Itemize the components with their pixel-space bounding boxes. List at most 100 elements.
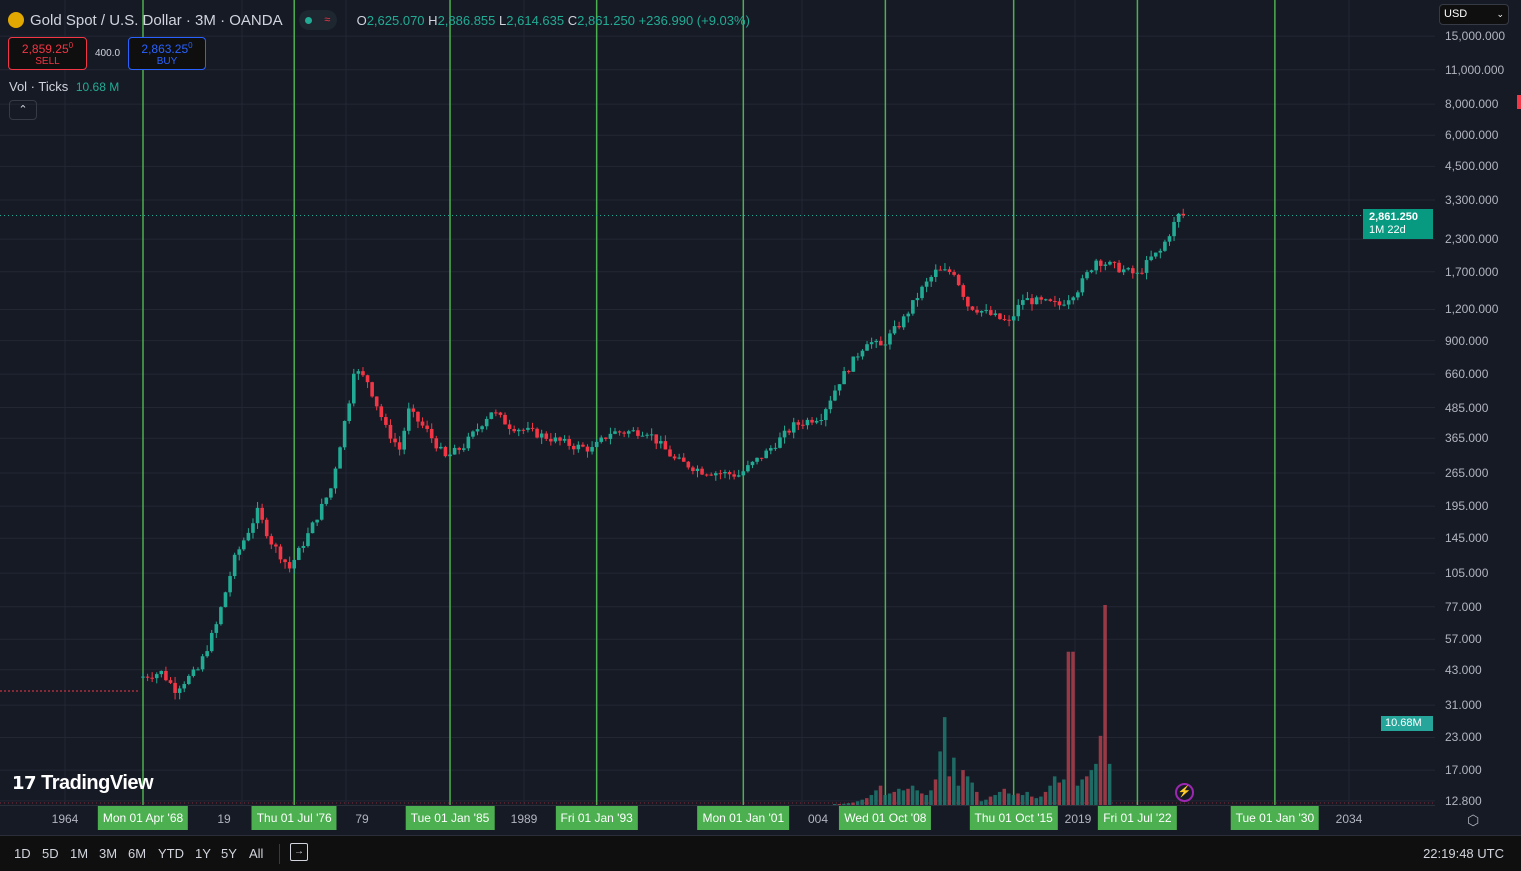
- candle: [228, 576, 232, 593]
- date-marker-label[interactable]: Thu 01 Oct '15: [969, 806, 1058, 830]
- volume-bar: [1039, 796, 1043, 805]
- candle: [1034, 297, 1039, 305]
- candle: [750, 461, 755, 466]
- buy-button[interactable]: 2,863.250 BUY: [128, 37, 206, 70]
- volume-bar: [1052, 776, 1057, 805]
- go-to-date-icon[interactable]: →: [290, 843, 308, 861]
- symbol-title[interactable]: Gold Spot / U.S. Dollar · 3M · OANDA: [30, 11, 283, 29]
- candle: [970, 306, 975, 310]
- volume-bar: [933, 779, 938, 805]
- candle: [1144, 260, 1149, 273]
- candle: [704, 474, 709, 476]
- candle: [714, 473, 718, 476]
- candle: [984, 310, 988, 312]
- range-1d[interactable]: 1D: [14, 846, 31, 861]
- candle: [723, 471, 727, 474]
- time-tick: 19: [217, 812, 231, 826]
- candle: [301, 545, 306, 548]
- candle: [164, 670, 168, 681]
- volume-bar: [901, 790, 906, 805]
- range-3m[interactable]: 3M: [99, 846, 118, 861]
- candle: [351, 373, 356, 404]
- price-tick: 8,000.000: [1445, 97, 1499, 112]
- date-marker-label[interactable]: Fri 01 Jan '93: [555, 806, 638, 830]
- clock[interactable]: 22:19:48 UTC: [1423, 846, 1504, 861]
- volume-bar: [865, 798, 869, 805]
- candle: [1089, 270, 1094, 273]
- volume-bar: [947, 776, 952, 805]
- candle: [640, 435, 645, 437]
- candle: [1048, 299, 1053, 302]
- candle: [384, 417, 388, 425]
- volume-bar: [988, 796, 993, 805]
- range-5y[interactable]: 5Y: [221, 846, 237, 861]
- candle: [649, 434, 654, 436]
- candle: [938, 269, 943, 271]
- candle: [292, 559, 297, 569]
- candle: [177, 688, 182, 693]
- volume-bar: [1075, 785, 1080, 805]
- candle: [232, 554, 237, 577]
- spread-value: 400.0: [95, 48, 121, 59]
- candle: [471, 431, 475, 437]
- volume-bar: [1062, 779, 1066, 805]
- volume-bar: [993, 795, 997, 805]
- range-5d[interactable]: 5D: [42, 846, 59, 861]
- candle: [246, 532, 251, 541]
- price-tick: 3,300.000: [1445, 193, 1499, 207]
- candle: [626, 431, 631, 434]
- range-all[interactable]: All: [249, 846, 264, 861]
- volume-legend[interactable]: Vol · Ticks 10.68 M: [9, 79, 120, 94]
- price-tick: 11,000.000: [1445, 62, 1505, 77]
- candle: [1126, 268, 1131, 270]
- candle: [209, 632, 214, 652]
- candle: [1163, 241, 1167, 251]
- candle: [860, 350, 865, 357]
- price-tick: 900.000: [1445, 333, 1489, 348]
- candle: [810, 419, 814, 423]
- volume-bar: [1080, 779, 1084, 805]
- market-status[interactable]: ≈: [298, 10, 337, 30]
- candle: [599, 437, 604, 442]
- price-axis[interactable]: 15,000.000 11,000.000 8,000.000 6,000.000 4,…: [1435, 0, 1521, 835]
- candle: [251, 523, 255, 533]
- date-marker-label[interactable]: Thu 01 Jul '76: [251, 806, 337, 830]
- chart-canvas[interactable]: [0, 0, 1435, 805]
- candle: [260, 507, 264, 520]
- collapse-legend-button[interactable]: ⌃: [9, 100, 37, 120]
- time-tick: 79: [355, 812, 369, 826]
- sell-button[interactable]: 2,859.250 SELL: [8, 37, 87, 70]
- candle: [1094, 260, 1098, 271]
- volume-bar: [1048, 785, 1052, 805]
- date-marker-label[interactable]: Tue 01 Jan '30: [1230, 806, 1320, 830]
- date-marker-label[interactable]: Wed 01 Oct '08: [839, 806, 932, 830]
- date-marker-label[interactable]: Tue 01 Jan '85: [405, 806, 495, 830]
- candle: [425, 425, 429, 429]
- lightning-icon[interactable]: ⚡: [1175, 783, 1194, 802]
- range-1y[interactable]: 1Y: [195, 846, 211, 861]
- date-marker-label[interactable]: Mon 01 Jan '01: [697, 806, 790, 830]
- range-6m[interactable]: 6M: [128, 846, 147, 861]
- candle: [814, 420, 819, 423]
- volume-bar: [883, 795, 887, 805]
- candle: [283, 559, 287, 563]
- candle: [1007, 319, 1011, 321]
- tradingview-logo[interactable]: 𝟭𝟳 TradingView: [12, 772, 154, 794]
- range-ytd[interactable]: YTD: [158, 846, 184, 861]
- candle: [888, 333, 892, 345]
- candle: [571, 445, 576, 450]
- price-tick: 365.000: [1445, 431, 1489, 446]
- range-1m[interactable]: 1M: [70, 846, 89, 861]
- price-tick: 31.000: [1445, 698, 1482, 713]
- candle: [668, 449, 672, 457]
- candle: [439, 446, 443, 449]
- price-chart[interactable]: Gold Spot / U.S. Dollar · 3M · OANDA ≈ O…: [0, 0, 1435, 805]
- date-marker-label[interactable]: Mon 01 Apr '68: [97, 806, 189, 830]
- date-marker-label[interactable]: Fri 01 Jul '22: [1098, 806, 1177, 830]
- candle: [1030, 298, 1034, 305]
- currency-select[interactable]: USD ⌄: [1439, 4, 1509, 25]
- settings-icon[interactable]: ⬡: [1467, 812, 1480, 828]
- price-tick: 660.000: [1445, 367, 1489, 382]
- price-tick: 15,000.000: [1445, 29, 1506, 44]
- time-axis[interactable]: 1964 19 79 1989 004 2019 2034 Mon 01 Apr '68 Thu…: [0, 805, 1435, 835]
